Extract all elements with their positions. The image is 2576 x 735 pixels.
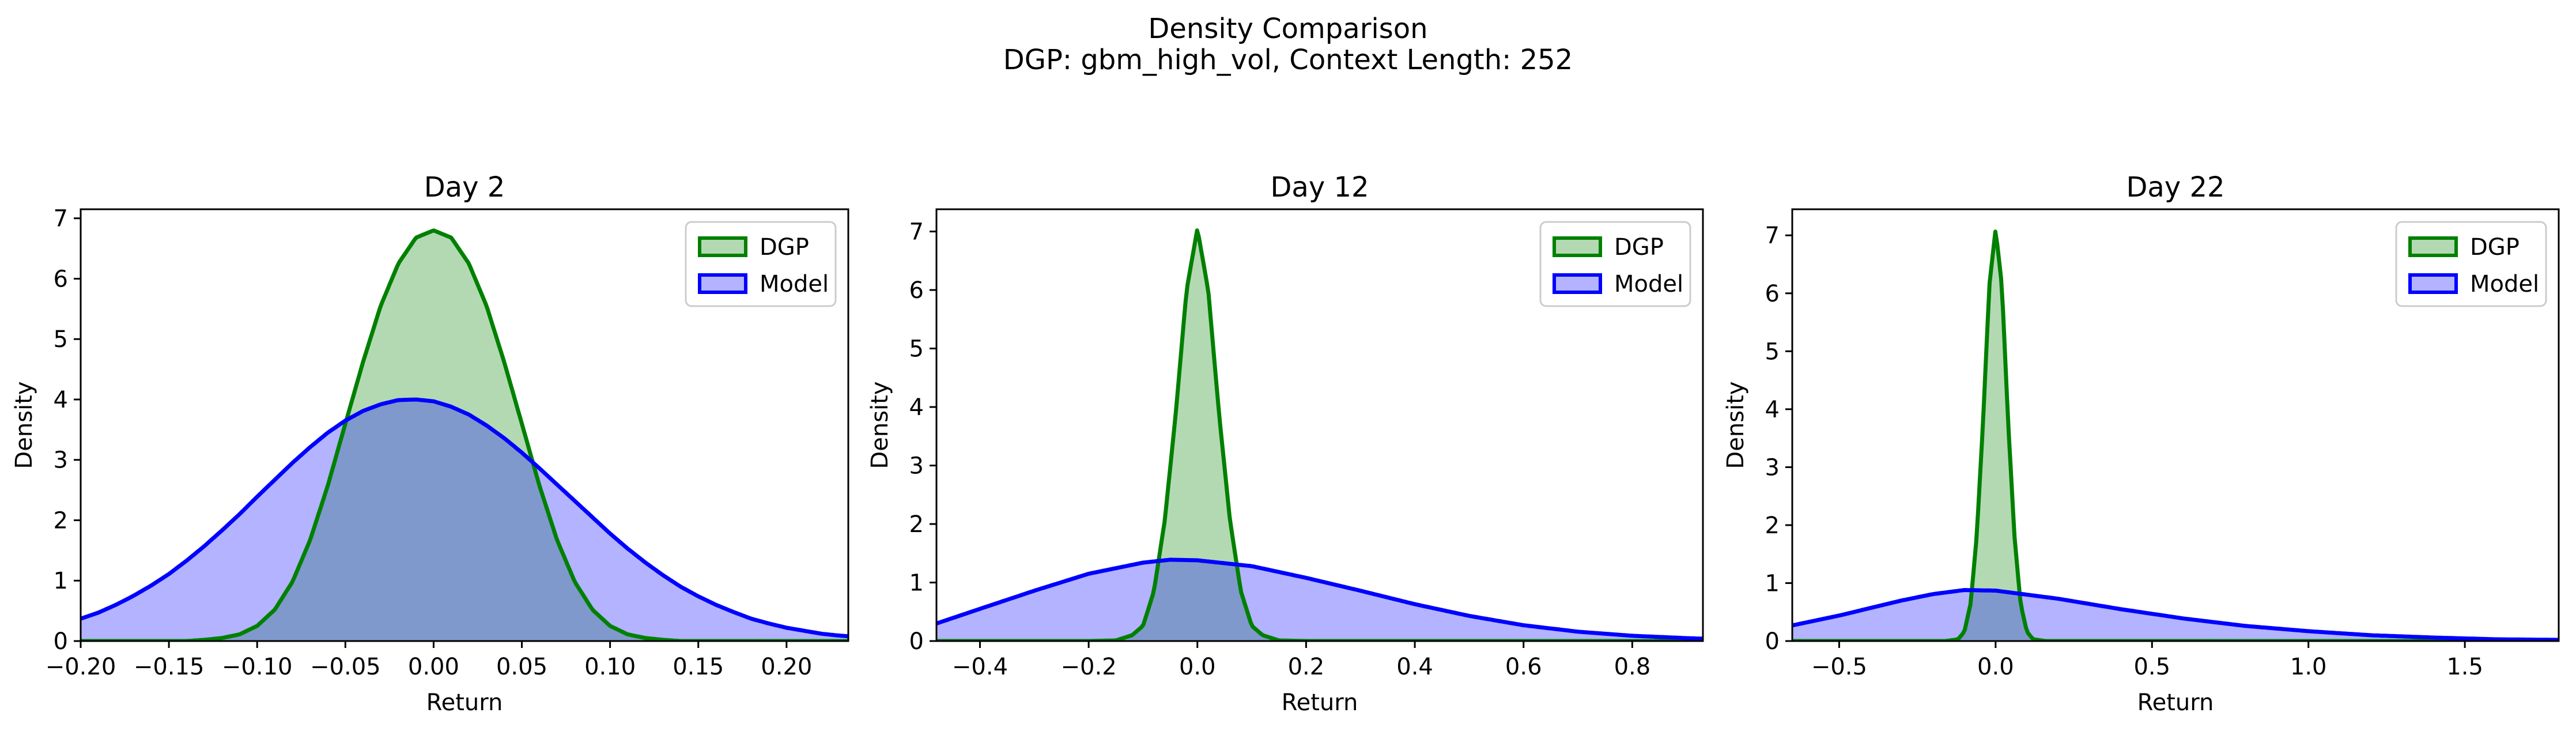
- x-axis-label: Return: [2137, 689, 2214, 716]
- x-tick-label: 0.5: [2133, 654, 2170, 680]
- y-tick-label: 7: [909, 219, 924, 246]
- panel-1: −0.20 −0.15 −0.10 −0.05 0.00 0.05 0.10 0.15 0.20…: [11, 171, 849, 716]
- x-axis-label: Return: [426, 689, 503, 716]
- model-line: [81, 397, 848, 639]
- legend-swatch: [1553, 273, 1602, 294]
- y-tick-label: 6: [909, 277, 924, 304]
- legend-swatch: [1553, 236, 1602, 257]
- x-tick-label: 0.15: [673, 654, 724, 680]
- y-tick-label: 0: [54, 628, 68, 655]
- legend-model: Model: [698, 271, 829, 297]
- x-tick-label: 0.0: [1977, 654, 2014, 680]
- overlap-area: [1792, 590, 2559, 641]
- legend-label: DGP: [1614, 234, 1664, 261]
- x-tick-label: 0.6: [1505, 654, 1542, 680]
- legend-dgp: DGP: [2408, 234, 2520, 261]
- overlap-area: [81, 399, 848, 641]
- y-tick-label: 3: [909, 453, 924, 480]
- y-tick-label: 3: [54, 447, 68, 474]
- legend-model: Model: [1553, 271, 1683, 297]
- y-tick-label: 5: [909, 336, 924, 363]
- legend: DGP Model: [685, 221, 837, 307]
- dgp-line: [81, 228, 848, 641]
- y-tick-label: 0: [1765, 628, 1780, 655]
- legend-label: Model: [760, 271, 829, 297]
- y-tick-label: 2: [54, 507, 68, 534]
- axes-frame: [935, 208, 1704, 642]
- x-tick-label: −0.15: [134, 654, 205, 680]
- model-line: [1792, 588, 2559, 641]
- x-tick-label: 0.2: [1288, 654, 1325, 680]
- legend: DGP Model: [2395, 221, 2547, 307]
- y-axis-label: Density: [1723, 381, 1749, 469]
- x-tick-label: −0.05: [310, 654, 381, 680]
- plot-area: [936, 228, 1703, 641]
- axes-frame: [80, 208, 849, 642]
- legend-label: DGP: [760, 234, 809, 261]
- legend-label: DGP: [2470, 234, 2520, 261]
- y-tick-label: 7: [54, 206, 68, 232]
- x-tick-label: −0.2: [1061, 654, 1117, 680]
- figure-title: Density Comparison: [1148, 13, 1428, 45]
- plot-area: [81, 228, 848, 641]
- panel-title: Day 12: [1270, 171, 1369, 203]
- legend-swatch: [698, 236, 747, 257]
- figure-subtitle: DGP: gbm_high_vol, Context Length: 252: [1003, 44, 1573, 76]
- y-tick-label: 4: [54, 387, 68, 413]
- model-line: [936, 557, 1703, 641]
- panel-title: Day 2: [424, 171, 505, 203]
- y-tick-label: 4: [1765, 397, 1780, 423]
- y-axis-label: Density: [11, 381, 37, 469]
- y-tick-label: 4: [909, 394, 924, 421]
- x-tick-label: 1.5: [2446, 654, 2483, 680]
- legend-swatch: [2408, 273, 2458, 294]
- x-tick-label: 0.20: [761, 654, 812, 680]
- legend-label: Model: [1614, 271, 1683, 297]
- legend-dgp: DGP: [1553, 234, 1664, 261]
- y-tick-label: 6: [1765, 281, 1780, 307]
- panel-3: −0.5 0.0 0.5 1.0 1.5 0 1 2 3 4 5 6 7 Day 22 Return Dens…: [1723, 171, 2560, 716]
- plot-area: [1792, 229, 2559, 641]
- x-tick-label: 0.00: [408, 654, 459, 680]
- y-tick-label: 2: [909, 511, 924, 538]
- y-axis-label: Density: [867, 381, 893, 469]
- axes-frame: [1791, 208, 2560, 642]
- legend-swatch: [2408, 236, 2458, 257]
- legend-dgp: DGP: [698, 234, 809, 261]
- y-tick-label: 1: [54, 568, 68, 594]
- legend-swatch: [698, 273, 747, 294]
- x-tick-label: −0.5: [1811, 654, 1867, 680]
- x-tick-label: 0.0: [1179, 654, 1216, 680]
- y-tick-label: 5: [1765, 338, 1780, 365]
- y-tick-label: 7: [1765, 223, 1780, 249]
- y-tick-label: 6: [54, 266, 68, 292]
- panel-title: Day 22: [2126, 171, 2224, 203]
- x-axis-label: Return: [1282, 689, 1358, 716]
- dgp-area: [1792, 231, 2559, 641]
- y-tick-label: 0: [909, 628, 924, 655]
- model-area: [936, 559, 1703, 641]
- y-tick-label: 1: [909, 570, 924, 597]
- x-tick-label: 0.05: [496, 654, 547, 680]
- y-tick-label: 2: [1765, 512, 1780, 539]
- legend-label: Model: [2470, 271, 2539, 297]
- y-tick-label: 3: [1765, 454, 1780, 481]
- panel-2: −0.4 −0.2 0.0 0.2 0.4 0.6 0.8 0 1 2 3 4 5 6 7 Day 12 Ret…: [867, 171, 1704, 716]
- x-tick-label: −0.4: [952, 654, 1008, 680]
- y-tick-label: 1: [1765, 570, 1780, 597]
- x-tick-label: −0.10: [222, 654, 293, 680]
- x-tick-label: 1.0: [2290, 654, 2327, 680]
- y-tick-label: 5: [54, 326, 68, 353]
- legend: DGP Model: [1539, 221, 1691, 307]
- x-tick-label: 0.8: [1614, 654, 1651, 680]
- x-tick-label: −0.20: [46, 654, 116, 680]
- x-tick-label: 0.4: [1396, 654, 1433, 680]
- legend-model: Model: [2408, 271, 2539, 297]
- x-tick-label: 0.10: [584, 654, 636, 680]
